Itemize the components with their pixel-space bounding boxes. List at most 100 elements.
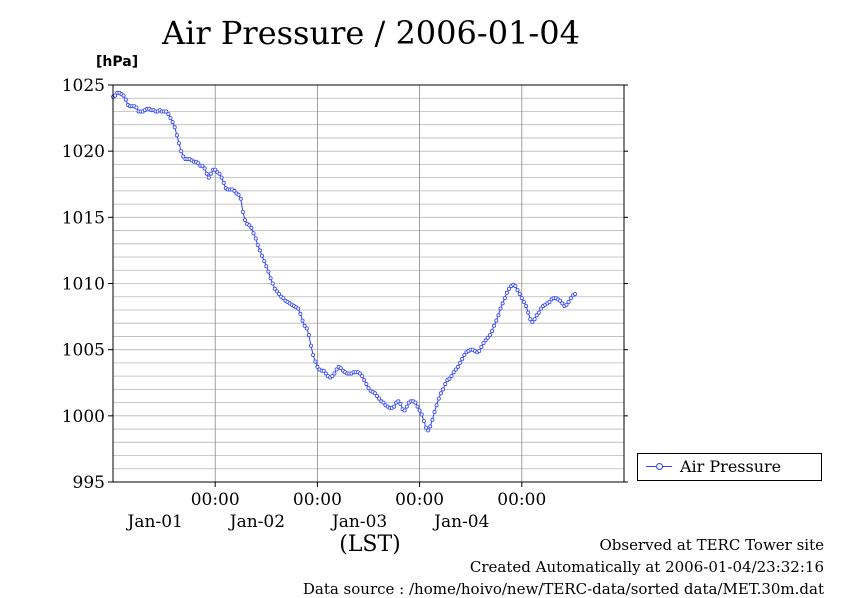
data-point bbox=[455, 364, 460, 369]
data-point bbox=[176, 141, 181, 146]
data-point bbox=[404, 404, 409, 409]
data-point bbox=[519, 296, 524, 301]
data-point bbox=[134, 105, 139, 110]
data-point bbox=[362, 378, 367, 383]
data-point bbox=[443, 382, 448, 387]
data-point bbox=[496, 313, 501, 318]
data-point bbox=[196, 161, 201, 166]
data-point bbox=[213, 167, 218, 172]
data-point bbox=[481, 341, 486, 346]
data-point bbox=[515, 288, 520, 293]
data-point bbox=[262, 258, 267, 263]
data-point bbox=[436, 396, 441, 401]
y-tick-label: 1025 bbox=[62, 76, 105, 96]
data-point bbox=[306, 333, 311, 338]
data-point bbox=[440, 387, 445, 392]
x-tick-date-label: Jan-04 bbox=[432, 512, 489, 532]
data-point bbox=[268, 276, 273, 281]
data-point bbox=[447, 376, 452, 381]
data-point bbox=[272, 286, 277, 291]
data-point bbox=[311, 352, 316, 357]
data-point bbox=[170, 120, 175, 125]
data-point bbox=[323, 371, 328, 376]
data-point bbox=[485, 335, 490, 340]
data-point bbox=[334, 367, 339, 372]
data-point bbox=[302, 323, 307, 328]
data-point bbox=[360, 374, 365, 379]
data-point bbox=[266, 269, 271, 274]
data-point bbox=[460, 356, 465, 361]
x-tick-date-label: Jan-02 bbox=[228, 512, 285, 532]
data-point bbox=[277, 292, 282, 297]
data-point bbox=[458, 360, 463, 365]
data-point bbox=[200, 163, 205, 168]
data-point bbox=[242, 217, 247, 222]
data-point bbox=[539, 306, 544, 311]
data-point bbox=[396, 399, 401, 404]
data-point bbox=[172, 125, 177, 130]
data-point bbox=[232, 188, 237, 193]
data-point bbox=[500, 301, 505, 306]
data-point bbox=[179, 149, 184, 154]
data-point bbox=[338, 366, 343, 371]
y-tick-label: 1010 bbox=[62, 275, 105, 295]
data-point bbox=[487, 333, 492, 338]
data-point bbox=[530, 319, 535, 324]
data-point bbox=[547, 299, 552, 304]
y-tick-label: 995 bbox=[73, 473, 105, 493]
data-point bbox=[364, 382, 369, 387]
data-point bbox=[181, 154, 186, 159]
footer-created: Created Automatically at 2006-01-04/23:3… bbox=[469, 558, 824, 576]
chart-title: Air Pressure / 2006-01-04 bbox=[162, 14, 580, 52]
data-point bbox=[432, 409, 437, 414]
data-point bbox=[121, 93, 126, 98]
data-point bbox=[123, 97, 128, 102]
data-point bbox=[298, 311, 303, 316]
data-point bbox=[300, 318, 305, 323]
data-point bbox=[238, 196, 243, 201]
data-point bbox=[489, 329, 494, 334]
data-point bbox=[206, 175, 211, 180]
x-axis-unit-label: (LST) bbox=[339, 532, 401, 557]
y-axis-unit-label: [hPa] bbox=[96, 54, 139, 70]
data-point bbox=[419, 412, 424, 417]
data-point bbox=[202, 166, 207, 171]
data-point bbox=[438, 391, 443, 396]
data-point bbox=[536, 310, 541, 315]
data-point bbox=[449, 374, 454, 379]
data-point bbox=[521, 299, 526, 304]
data-point bbox=[257, 248, 262, 253]
data-point bbox=[421, 419, 426, 424]
data-point bbox=[296, 306, 301, 311]
data-point bbox=[249, 225, 254, 230]
data-point bbox=[240, 209, 245, 214]
data-point bbox=[308, 343, 313, 348]
data-point bbox=[217, 171, 222, 176]
data-point bbox=[255, 243, 260, 248]
x-tick-time-label: 00:00 bbox=[191, 490, 240, 510]
data-point bbox=[221, 180, 226, 185]
data-point bbox=[498, 306, 503, 311]
data-point bbox=[477, 348, 482, 353]
data-point bbox=[526, 310, 531, 315]
data-point bbox=[402, 408, 407, 413]
data-point bbox=[513, 284, 518, 289]
legend-label: Air Pressure bbox=[680, 457, 782, 476]
legend-marker-swatch bbox=[656, 463, 663, 470]
data-point bbox=[164, 109, 169, 114]
data-point bbox=[174, 133, 179, 138]
grid-layer bbox=[113, 85, 624, 482]
data-point bbox=[304, 326, 309, 331]
data-point bbox=[357, 371, 362, 376]
data-point bbox=[247, 223, 252, 228]
data-point bbox=[264, 264, 269, 269]
y-tick-label: 1015 bbox=[62, 208, 105, 228]
data-point bbox=[506, 286, 511, 291]
data-point bbox=[251, 231, 256, 236]
data-point bbox=[528, 317, 533, 322]
x-tick-time-label: 00:00 bbox=[293, 490, 342, 510]
x-tick-labels: 00:00Jan-0100:00Jan-0200:00Jan-0300:00Ja… bbox=[126, 482, 546, 532]
data-point bbox=[430, 417, 435, 422]
data-point bbox=[428, 424, 433, 429]
